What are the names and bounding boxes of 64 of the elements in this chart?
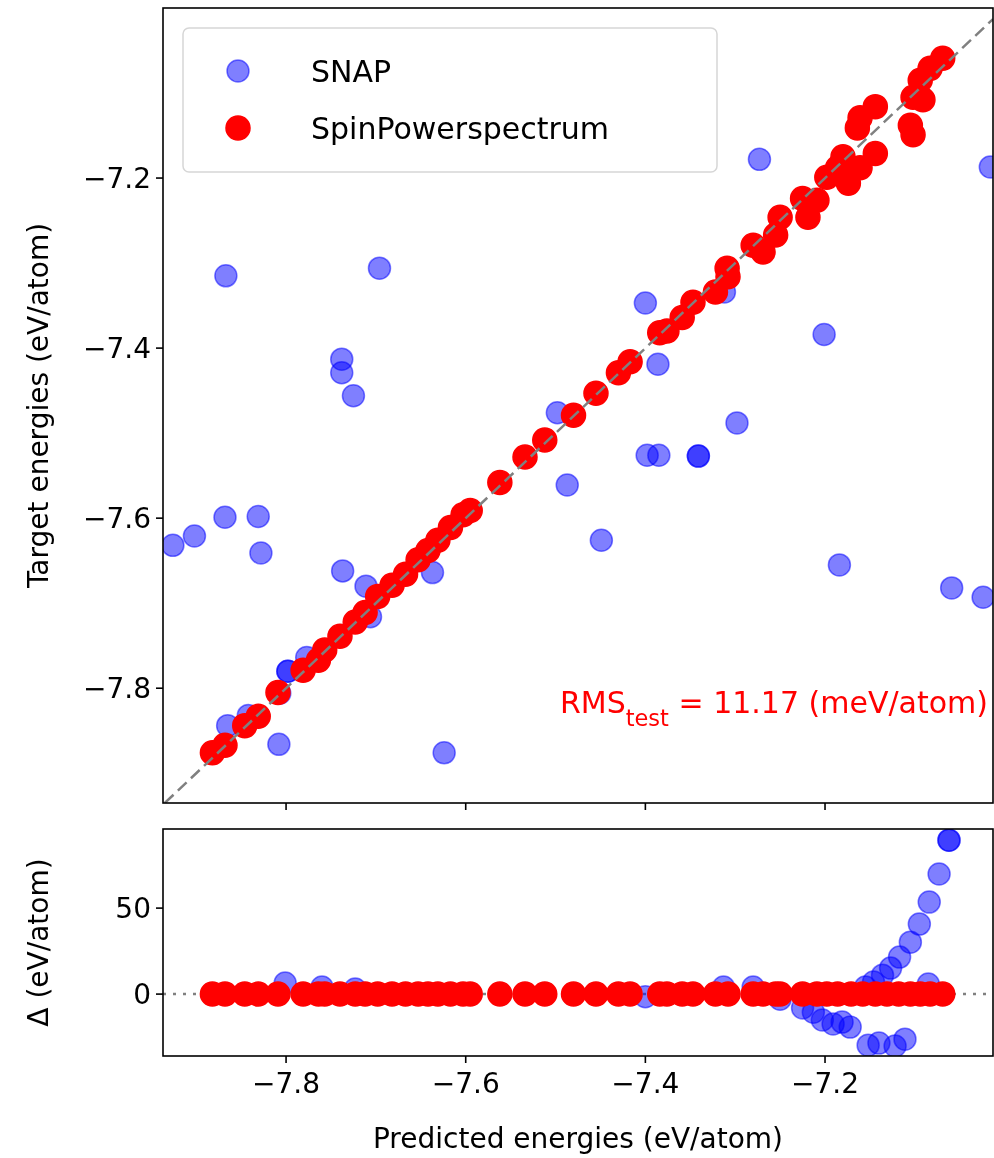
y-tick-label: −7.4 [83, 331, 151, 365]
point [827, 553, 852, 577]
point [862, 140, 889, 167]
point [367, 256, 392, 280]
y-axis-title: Target energies (eV/atom) [22, 222, 55, 590]
x-tick-label: −7.4 [611, 1067, 680, 1101]
x-tick-label: −7.6 [431, 1067, 500, 1101]
point [583, 981, 609, 1007]
point [265, 981, 291, 1007]
point [532, 981, 558, 1007]
point [583, 380, 609, 406]
point [939, 576, 964, 600]
point [812, 322, 836, 347]
point [432, 741, 456, 765]
point [646, 352, 670, 377]
point [487, 981, 513, 1007]
y-axis-title: Δ (eV/atom) [22, 858, 55, 1027]
point [927, 862, 951, 886]
point [457, 497, 483, 524]
legend-label: SpinPowerspectrum [311, 110, 610, 146]
point [680, 289, 706, 315]
point [555, 473, 579, 497]
x-tick-label: −7.2 [791, 1067, 860, 1101]
point [971, 585, 993, 609]
point [862, 93, 889, 120]
point [182, 524, 207, 548]
point [163, 533, 185, 558]
point [487, 469, 513, 496]
point [917, 890, 941, 914]
y-tick-label: 0 [133, 977, 151, 1011]
point [907, 912, 932, 936]
point [214, 264, 238, 288]
point [589, 528, 614, 553]
x-axis-title: Predicted energies (eV/atom) [372, 1122, 784, 1155]
point [267, 732, 291, 757]
point [725, 411, 749, 435]
legend-label: SNAP [311, 53, 392, 89]
point [213, 505, 237, 530]
point [532, 427, 558, 453]
point [212, 732, 238, 758]
point [245, 703, 271, 730]
x-tick-label: −7.8 [252, 1067, 321, 1101]
point [560, 402, 587, 429]
point [512, 444, 538, 470]
point [341, 383, 366, 408]
y-tick-label: −7.6 [83, 501, 151, 535]
point [893, 1027, 917, 1051]
point [246, 504, 270, 529]
point [767, 204, 793, 230]
y-tick-label: 50 [115, 891, 151, 925]
point [747, 147, 772, 172]
point [929, 45, 956, 71]
point [847, 155, 873, 181]
point [249, 541, 273, 565]
point [647, 443, 671, 467]
point [560, 981, 587, 1007]
y-tick-label: −7.2 [83, 161, 151, 195]
point [330, 361, 354, 385]
point [838, 1015, 862, 1039]
annotation: RMS$_{test}$ = 11.17 (meV/atom) [559, 685, 988, 731]
point [633, 291, 658, 315]
y-tick-label: −7.8 [83, 672, 151, 706]
point [617, 348, 643, 375]
point [330, 559, 355, 583]
